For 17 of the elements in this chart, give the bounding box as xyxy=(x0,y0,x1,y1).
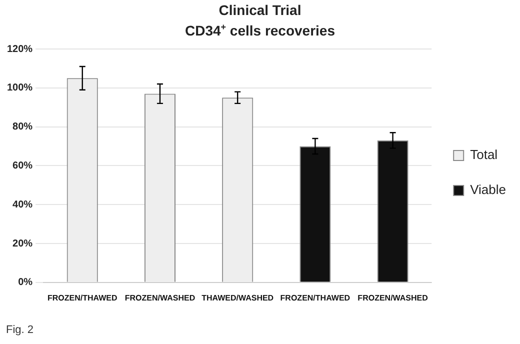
y-tick-label: 120% xyxy=(7,43,33,54)
x-tick-label: THAWED/WASHED xyxy=(202,293,274,302)
x-tick-label: FROZEN/THAWED xyxy=(280,293,350,302)
legend-label: Viable xyxy=(470,182,506,197)
y-tick-label: 40% xyxy=(12,199,33,210)
y-tick-label: 0% xyxy=(18,276,33,288)
x-tick-label: FROZEN/WASHED xyxy=(358,293,428,302)
y-tick-label: 60% xyxy=(12,160,33,172)
y-tick-label: 100% xyxy=(7,82,33,94)
chart-title: Clinical Trial xyxy=(218,2,302,19)
x-tick-label: FROZEN/THAWED xyxy=(47,293,118,302)
caption: Fig. 2 xyxy=(6,324,34,336)
chart-subtitle: CD34$^{+}$ cells recoveries xyxy=(184,21,336,40)
legend-label: Total xyxy=(470,146,498,162)
y-tick-label: 20% xyxy=(12,238,33,249)
y-tick-label: 80% xyxy=(12,121,33,132)
x-tick-label: FROZEN/WASHED xyxy=(124,293,196,302)
